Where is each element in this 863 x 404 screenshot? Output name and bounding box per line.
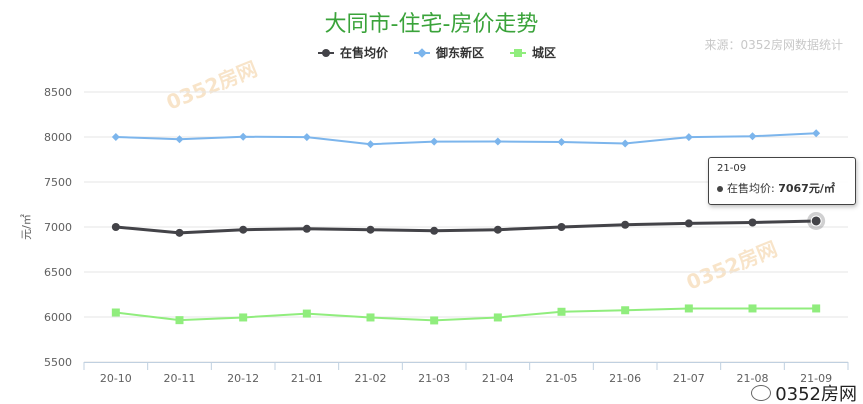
data-point — [239, 225, 248, 234]
watermark-logo: 0352房网 — [163, 57, 261, 115]
data-point — [557, 137, 566, 146]
data-point — [557, 223, 566, 231]
data-point — [111, 223, 120, 231]
chart-title: 大同市-住宅-房价走势 — [324, 12, 539, 37]
legend-swatch-onsale — [318, 48, 334, 58]
legend-item-chengqu[interactable]: 城区 — [510, 44, 556, 61]
data-point — [430, 226, 439, 235]
y-tick-label: 6000 — [44, 311, 72, 324]
data-point — [812, 129, 821, 138]
legend-swatch-chengqu — [510, 48, 527, 58]
tooltip-dot — [717, 186, 723, 192]
data-point — [748, 304, 757, 313]
data-point — [748, 218, 757, 227]
tooltip-value: 7067元/㎡ — [778, 182, 835, 195]
y-tick-label: 8000 — [44, 131, 72, 144]
data-point — [111, 133, 120, 141]
x-tick-label: 21-01 — [291, 372, 323, 385]
source-note: 来源：0352房网数据统计 — [704, 38, 843, 52]
data-point — [366, 225, 375, 234]
data-point — [175, 228, 184, 237]
legend: 在售均价 御东新区 城区 — [318, 44, 556, 61]
data-point — [621, 139, 630, 148]
data-point — [812, 304, 821, 313]
data-point — [810, 215, 822, 227]
y-tick-label: 6500 — [44, 266, 72, 279]
legend-item-yudong[interactable]: 御东新区 — [414, 44, 484, 61]
data-point — [111, 308, 120, 317]
data-point — [302, 133, 311, 142]
x-tick-label: 21-07 — [673, 372, 705, 385]
tooltip-series: 在售均价 — [727, 182, 771, 195]
data-point — [430, 137, 439, 146]
x-tick-label: 21-03 — [418, 372, 450, 385]
x-tick-label: 21-08 — [737, 372, 769, 385]
x-tick-label: 20-10 — [100, 372, 132, 385]
data-point — [557, 307, 566, 316]
y-tick-label: 5500 — [44, 356, 72, 369]
tooltip-row: 在售均价: 7067元/㎡ — [717, 180, 847, 196]
x-tick-label: 21-09 — [800, 372, 832, 385]
x-tick-label: 21-05 — [546, 372, 578, 385]
brand-watermark: 0352房网 — [751, 380, 857, 404]
tooltip: 21-09 在售均价: 7067元/㎡ — [708, 157, 856, 205]
data-point — [493, 225, 502, 234]
legend-label-chengqu: 城区 — [532, 46, 557, 60]
data-point — [302, 309, 311, 318]
legend-item-onsale[interactable]: 在售均价 — [318, 44, 388, 61]
y-axis-title: 元/㎡ — [20, 214, 33, 240]
data-point — [366, 140, 375, 149]
y-tick-label: 7500 — [44, 176, 72, 189]
legend-swatch-yudong — [414, 47, 431, 58]
data-point — [239, 313, 248, 322]
data-point — [239, 132, 248, 141]
x-tick-label: 21-02 — [355, 372, 387, 385]
data-point — [302, 224, 311, 233]
legend-label-onsale: 在售均价 — [340, 46, 389, 60]
data-point — [621, 220, 630, 229]
x-tick-label: 21-06 — [609, 372, 641, 385]
data-point — [493, 313, 502, 322]
legend-label-yudong: 御东新区 — [436, 46, 485, 60]
x-tick-label: 21-04 — [482, 372, 514, 385]
data-point — [621, 306, 630, 315]
data-point — [366, 313, 375, 322]
x-tick-label: 20-12 — [227, 372, 259, 385]
data-point — [748, 132, 757, 141]
y-tick-label: 7000 — [44, 221, 72, 234]
series-line — [115, 307, 817, 322]
data-point — [175, 135, 184, 144]
series-line — [115, 219, 817, 235]
brand-text: 0352房网 — [775, 384, 857, 404]
y-tick-label: 8500 — [44, 86, 72, 99]
tooltip-category: 21-09 — [717, 163, 747, 174]
data-point — [430, 316, 439, 325]
data-point — [684, 133, 693, 142]
watermark-logo: 0352房网 — [683, 237, 781, 295]
data-point — [175, 316, 184, 325]
data-point — [684, 219, 693, 228]
data-point — [493, 137, 502, 146]
x-tick-label: 20-11 — [164, 372, 196, 385]
wechat-icon — [751, 385, 772, 401]
data-point — [684, 304, 693, 313]
series-line — [115, 132, 817, 146]
